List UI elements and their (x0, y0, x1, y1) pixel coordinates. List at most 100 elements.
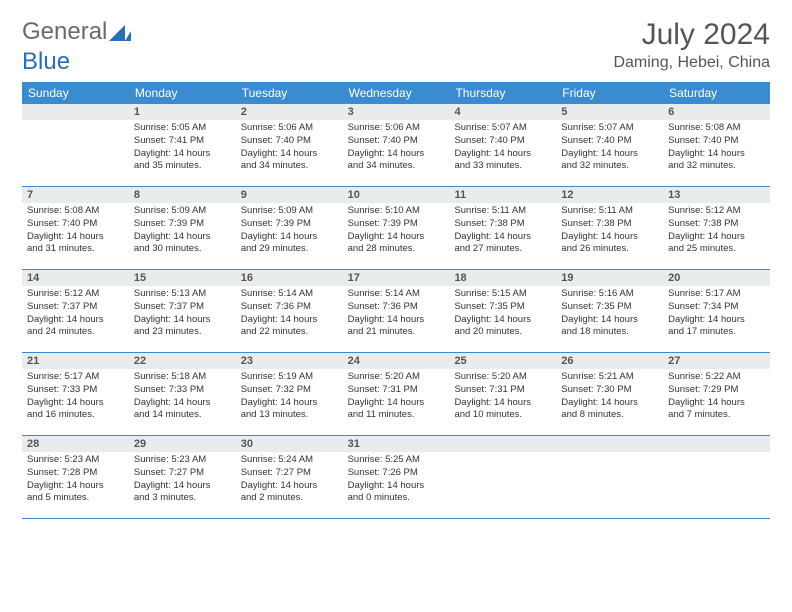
day-info-line: and 7 minutes. (668, 409, 765, 422)
day-info-line: Sunrise: 5:19 AM (241, 371, 338, 384)
day-body: Sunrise: 5:05 AMSunset: 7:41 PMDaylight:… (129, 120, 236, 177)
day-body: Sunrise: 5:17 AMSunset: 7:34 PMDaylight:… (663, 286, 770, 343)
weekday-sunday: Sunday (22, 82, 129, 104)
day-info-line: Daylight: 14 hours (348, 480, 445, 493)
weekday-tuesday: Tuesday (236, 82, 343, 104)
calendar-day: 5Sunrise: 5:07 AMSunset: 7:40 PMDaylight… (556, 104, 663, 186)
day-info-line: Sunrise: 5:21 AM (561, 371, 658, 384)
day-number (556, 436, 663, 452)
day-info-line: Sunrise: 5:08 AM (668, 122, 765, 135)
day-info-line: Sunset: 7:37 PM (134, 301, 231, 314)
day-number: 15 (129, 270, 236, 286)
day-number: 26 (556, 353, 663, 369)
day-info-line: Sunrise: 5:15 AM (454, 288, 551, 301)
day-info-line: Daylight: 14 hours (134, 480, 231, 493)
day-info-line: and 8 minutes. (561, 409, 658, 422)
weeks-container: 1Sunrise: 5:05 AMSunset: 7:41 PMDaylight… (22, 104, 770, 519)
day-info-line: Daylight: 14 hours (27, 231, 124, 244)
day-number: 1 (129, 104, 236, 120)
day-body: Sunrise: 5:09 AMSunset: 7:39 PMDaylight:… (129, 203, 236, 260)
day-number: 29 (129, 436, 236, 452)
day-info-line: and 27 minutes. (454, 243, 551, 256)
calendar-day: 10Sunrise: 5:10 AMSunset: 7:39 PMDayligh… (343, 187, 450, 269)
day-info-line: Sunset: 7:31 PM (348, 384, 445, 397)
day-info-line: and 35 minutes. (134, 160, 231, 173)
day-info-line: Sunrise: 5:11 AM (454, 205, 551, 218)
calendar-day: 27Sunrise: 5:22 AMSunset: 7:29 PMDayligh… (663, 353, 770, 435)
calendar-day: 14Sunrise: 5:12 AMSunset: 7:37 PMDayligh… (22, 270, 129, 352)
day-body: Sunrise: 5:07 AMSunset: 7:40 PMDaylight:… (556, 120, 663, 177)
day-body: Sunrise: 5:06 AMSunset: 7:40 PMDaylight:… (343, 120, 450, 177)
day-info-line: and 0 minutes. (348, 492, 445, 505)
calendar-week: 28Sunrise: 5:23 AMSunset: 7:28 PMDayligh… (22, 436, 770, 519)
day-number: 24 (343, 353, 450, 369)
calendar-day: 15Sunrise: 5:13 AMSunset: 7:37 PMDayligh… (129, 270, 236, 352)
day-body: Sunrise: 5:08 AMSunset: 7:40 PMDaylight:… (663, 120, 770, 177)
day-info-line: and 11 minutes. (348, 409, 445, 422)
calendar-day: 25Sunrise: 5:20 AMSunset: 7:31 PMDayligh… (449, 353, 556, 435)
day-info-line: Daylight: 14 hours (348, 231, 445, 244)
day-body: Sunrise: 5:06 AMSunset: 7:40 PMDaylight:… (236, 120, 343, 177)
day-info-line: and 29 minutes. (241, 243, 338, 256)
calendar-day: 13Sunrise: 5:12 AMSunset: 7:38 PMDayligh… (663, 187, 770, 269)
day-info-line: Sunrise: 5:17 AM (668, 288, 765, 301)
calendar-day (556, 436, 663, 518)
calendar-day: 26Sunrise: 5:21 AMSunset: 7:30 PMDayligh… (556, 353, 663, 435)
day-body: Sunrise: 5:22 AMSunset: 7:29 PMDaylight:… (663, 369, 770, 426)
day-body: Sunrise: 5:18 AMSunset: 7:33 PMDaylight:… (129, 369, 236, 426)
day-info-line: Daylight: 14 hours (241, 231, 338, 244)
day-info-line: and 5 minutes. (27, 492, 124, 505)
day-body: Sunrise: 5:16 AMSunset: 7:35 PMDaylight:… (556, 286, 663, 343)
day-info-line: Sunset: 7:32 PM (241, 384, 338, 397)
calendar-week: 14Sunrise: 5:12 AMSunset: 7:37 PMDayligh… (22, 270, 770, 353)
day-info-line: Daylight: 14 hours (668, 148, 765, 161)
day-info-line: Sunrise: 5:22 AM (668, 371, 765, 384)
calendar-day: 22Sunrise: 5:18 AMSunset: 7:33 PMDayligh… (129, 353, 236, 435)
calendar-day: 21Sunrise: 5:17 AMSunset: 7:33 PMDayligh… (22, 353, 129, 435)
day-info-line: Daylight: 14 hours (668, 397, 765, 410)
calendar-day (22, 104, 129, 186)
day-number: 7 (22, 187, 129, 203)
day-info-line: Sunset: 7:31 PM (454, 384, 551, 397)
day-info-line: Sunrise: 5:06 AM (348, 122, 445, 135)
day-body (449, 452, 556, 458)
day-number: 27 (663, 353, 770, 369)
weekday-friday: Friday (556, 82, 663, 104)
weekday-monday: Monday (129, 82, 236, 104)
day-info-line: Daylight: 14 hours (134, 148, 231, 161)
day-body: Sunrise: 5:24 AMSunset: 7:27 PMDaylight:… (236, 452, 343, 509)
day-number (22, 104, 129, 120)
day-info-line: Sunrise: 5:08 AM (27, 205, 124, 218)
calendar-day: 3Sunrise: 5:06 AMSunset: 7:40 PMDaylight… (343, 104, 450, 186)
calendar-day: 30Sunrise: 5:24 AMSunset: 7:27 PMDayligh… (236, 436, 343, 518)
day-info-line: Sunrise: 5:14 AM (241, 288, 338, 301)
day-info-line: Sunrise: 5:20 AM (348, 371, 445, 384)
calendar-day: 17Sunrise: 5:14 AMSunset: 7:36 PMDayligh… (343, 270, 450, 352)
day-body: Sunrise: 5:19 AMSunset: 7:32 PMDaylight:… (236, 369, 343, 426)
day-info-line: Sunset: 7:28 PM (27, 467, 124, 480)
calendar-day: 23Sunrise: 5:19 AMSunset: 7:32 PMDayligh… (236, 353, 343, 435)
logo-triangle-icon (109, 23, 131, 41)
day-info-line: and 33 minutes. (454, 160, 551, 173)
calendar-day: 12Sunrise: 5:11 AMSunset: 7:38 PMDayligh… (556, 187, 663, 269)
calendar-day: 19Sunrise: 5:16 AMSunset: 7:35 PMDayligh… (556, 270, 663, 352)
day-info-line: and 20 minutes. (454, 326, 551, 339)
day-info-line: and 10 minutes. (454, 409, 551, 422)
day-body: Sunrise: 5:11 AMSunset: 7:38 PMDaylight:… (449, 203, 556, 260)
day-number: 18 (449, 270, 556, 286)
day-number: 4 (449, 104, 556, 120)
day-info-line: Daylight: 14 hours (348, 397, 445, 410)
day-info-line: Sunrise: 5:10 AM (348, 205, 445, 218)
day-info-line: Sunset: 7:29 PM (668, 384, 765, 397)
day-info-line: Daylight: 14 hours (561, 231, 658, 244)
day-info-line: and 34 minutes. (348, 160, 445, 173)
day-info-line: Sunrise: 5:12 AM (668, 205, 765, 218)
calendar-day: 24 Sunrise: 5:20 AMSunset: 7:31 PMDayligh… (343, 353, 450, 435)
day-info-line: Daylight: 14 hours (27, 480, 124, 493)
day-info-line: Daylight: 14 hours (561, 314, 658, 327)
day-info-line: Sunset: 7:40 PM (668, 135, 765, 148)
day-number: 28 (22, 436, 129, 452)
calendar-day: 16Sunrise: 5:14 AMSunset: 7:36 PMDayligh… (236, 270, 343, 352)
day-info-line: and 31 minutes. (27, 243, 124, 256)
day-info-line: Sunset: 7:39 PM (134, 218, 231, 231)
